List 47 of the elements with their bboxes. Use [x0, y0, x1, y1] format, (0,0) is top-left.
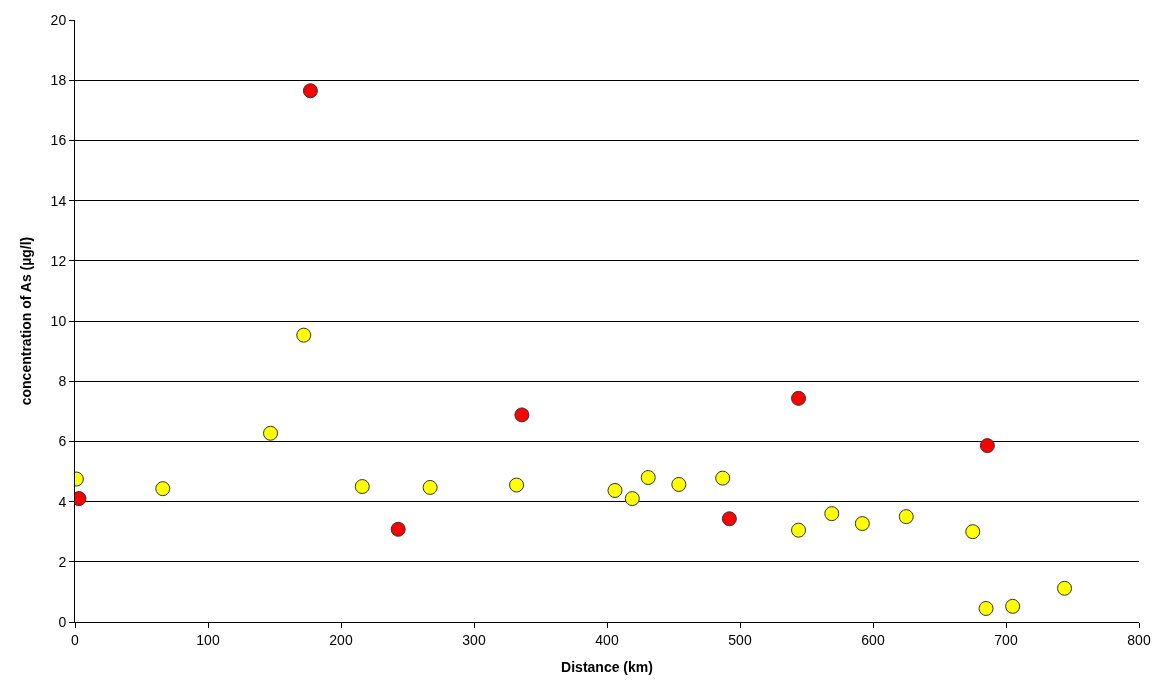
point [514, 407, 530, 423]
y-axis-title: concentration of As (µg/l) [18, 236, 35, 406]
x-tick-label: 400 [595, 631, 619, 648]
point [965, 524, 981, 540]
point [1057, 580, 1073, 596]
y-tick-label: 4 [58, 493, 67, 510]
point [791, 390, 807, 406]
y-tick-label: 18 [50, 72, 67, 89]
point [978, 600, 994, 616]
y-tick-label: 8 [58, 373, 67, 390]
point [390, 521, 406, 537]
x-tick-label: 800 [1127, 631, 1151, 648]
x-tick-label: 0 [71, 631, 80, 648]
x-tick-label: 300 [462, 631, 486, 648]
y-tick-label: 2 [58, 553, 67, 570]
point [354, 479, 370, 495]
y-tick-label: 12 [50, 252, 67, 269]
point [979, 438, 995, 454]
point [721, 511, 737, 527]
point [607, 482, 623, 498]
point [854, 516, 870, 532]
point [422, 479, 438, 495]
x-tick-label: 500 [728, 631, 752, 648]
x-tick-label: 600 [861, 631, 885, 648]
point [509, 477, 525, 493]
y-tick-label: 14 [50, 192, 67, 209]
point [791, 522, 807, 538]
point [1005, 598, 1021, 614]
y-tick-label: 6 [58, 433, 67, 450]
x-tick-label: 200 [329, 631, 353, 648]
point [296, 327, 312, 343]
y-tick-label: 20 [50, 11, 67, 28]
point [898, 509, 914, 525]
point [155, 481, 171, 497]
point [715, 470, 731, 486]
point [640, 470, 656, 486]
point [624, 491, 640, 507]
x-tick-label: 100 [196, 631, 220, 648]
y-tick-label: 10 [50, 312, 67, 329]
y-tick-label: 16 [50, 132, 67, 149]
point [824, 506, 840, 522]
x-tick-label: 700 [994, 631, 1018, 648]
point [671, 476, 687, 492]
point [302, 83, 318, 99]
point [263, 425, 279, 441]
x-axis-title: Distance (km) [561, 659, 653, 676]
y-tick-label: 0 [58, 613, 67, 630]
